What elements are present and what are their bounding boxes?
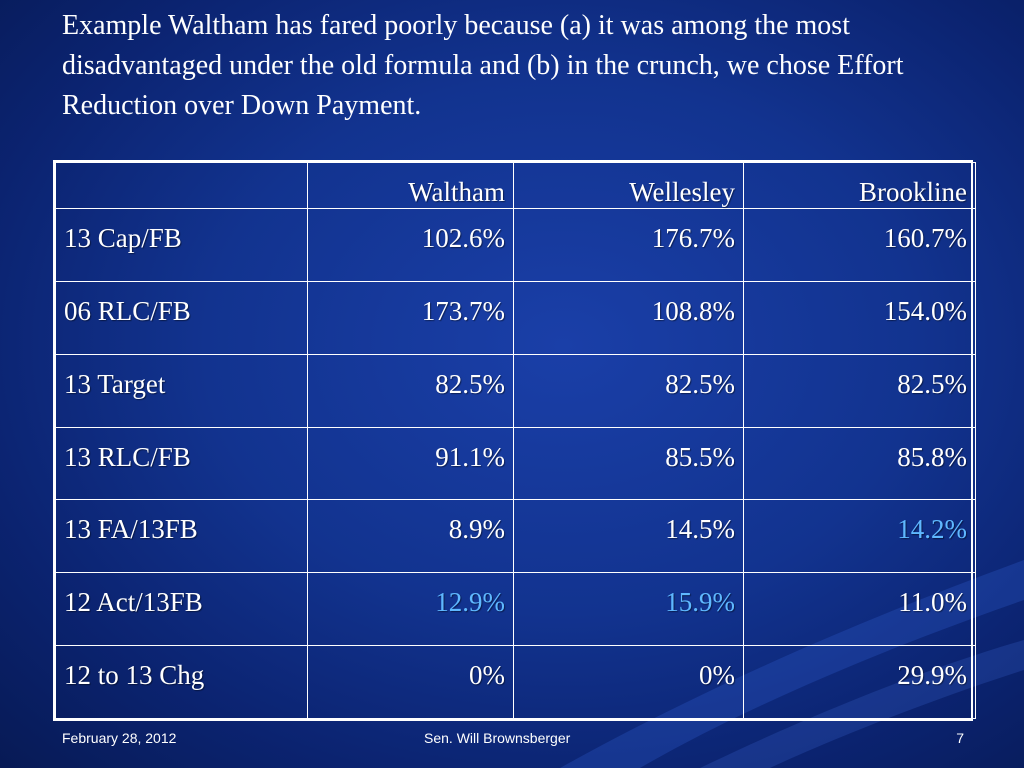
cell-wellesley: 14.5%	[513, 499, 744, 574]
cell-wellesley: 176.7%	[513, 208, 744, 282]
cell-waltham: 91.1%	[307, 426, 514, 501]
cell-brookline: 85.8%	[743, 426, 976, 501]
row-label: 06 RLC/FB	[55, 280, 308, 355]
cell-brookline-highlighted: 14.2%	[743, 499, 976, 574]
table-row: 13 Cap/FB 102.6% 176.7% 160.7%	[55, 208, 976, 282]
header-cell-waltham: Waltham	[307, 162, 514, 209]
cell-waltham-highlighted: 12.9%	[307, 572, 514, 647]
table-row: 13 Target 82.5% 82.5% 82.5%	[55, 353, 976, 428]
row-label: 13 Target	[55, 353, 308, 428]
cell-brookline: 11.0%	[743, 572, 976, 647]
row-label: 12 to 13 Chg	[55, 645, 308, 719]
row-label: 13 RLC/FB	[55, 426, 308, 501]
footer-page-number: 7	[956, 730, 964, 746]
row-label: 12 Act/13FB	[55, 572, 308, 647]
table-header-row: Waltham Wellesley Brookline	[55, 162, 976, 209]
cell-brookline: 160.7%	[743, 208, 976, 282]
table-row: 13 FA/13FB 8.9% 14.5% 14.2%	[55, 499, 976, 574]
header-cell-wellesley: Wellesley	[513, 162, 744, 209]
cell-waltham: 102.6%	[307, 208, 514, 282]
header-cell-brookline: Brookline	[743, 162, 976, 209]
cell-brookline: 82.5%	[743, 353, 976, 428]
row-label: 13 Cap/FB	[55, 208, 308, 282]
cell-wellesley: 108.8%	[513, 280, 744, 355]
table-row: 12 to 13 Chg 0% 0% 29.9%	[55, 645, 976, 719]
cell-brookline: 154.0%	[743, 280, 976, 355]
footer-date: February 28, 2012	[62, 730, 177, 746]
data-table: Waltham Wellesley Brookline 13 Cap/FB 10…	[53, 160, 976, 721]
cell-wellesley-highlighted: 15.9%	[513, 572, 744, 647]
header-cell-empty	[55, 162, 308, 209]
cell-wellesley: 85.5%	[513, 426, 744, 501]
cell-waltham: 173.7%	[307, 280, 514, 355]
table-row: 12 Act/13FB 12.9% 15.9% 11.0%	[55, 572, 976, 647]
cell-brookline: 29.9%	[743, 645, 976, 719]
cell-wellesley: 0%	[513, 645, 744, 719]
table-row: 13 RLC/FB 91.1% 85.5% 85.8%	[55, 426, 976, 501]
cell-waltham: 82.5%	[307, 353, 514, 428]
cell-waltham: 8.9%	[307, 499, 514, 574]
slide-title: Example Waltham has fared poorly because…	[62, 10, 904, 121]
cell-wellesley: 82.5%	[513, 353, 744, 428]
table-row: 06 RLC/FB 173.7% 108.8% 154.0%	[55, 280, 976, 355]
cell-waltham: 0%	[307, 645, 514, 719]
row-label: 13 FA/13FB	[55, 499, 308, 574]
footer-author: Sen. Will Brownsberger	[424, 730, 571, 746]
